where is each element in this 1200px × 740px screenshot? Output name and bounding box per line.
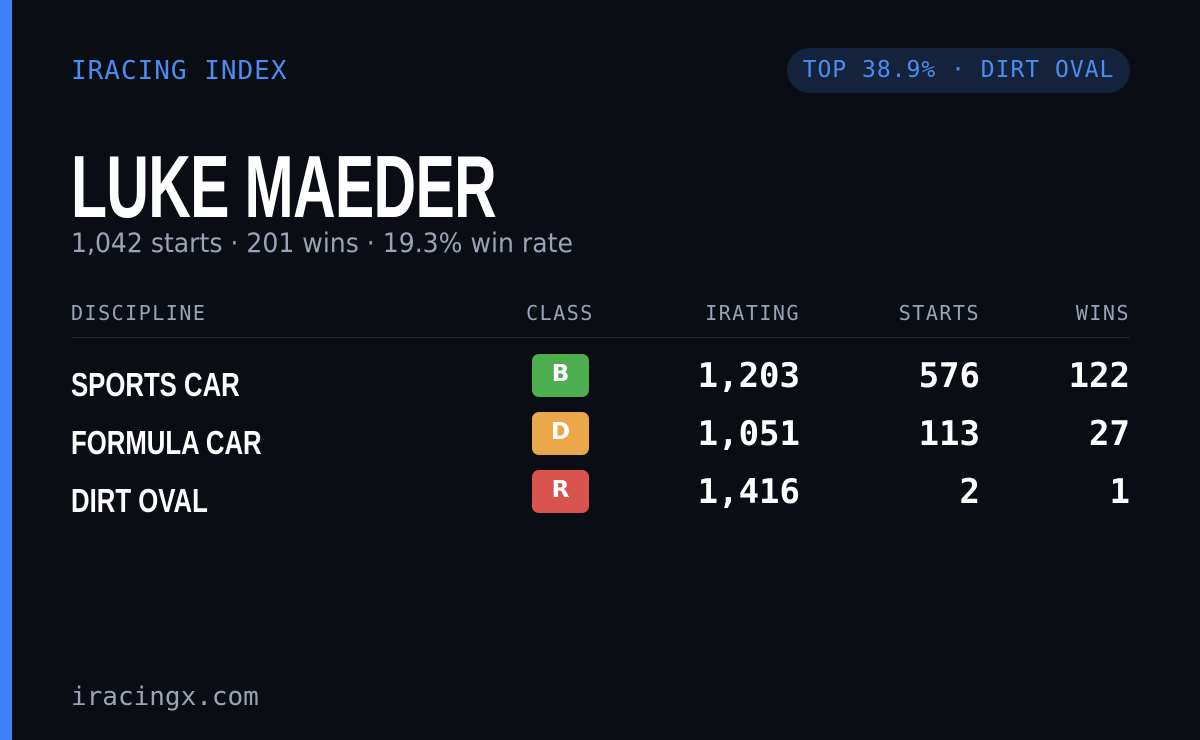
stat-value: 1,416 [697,472,800,512]
stat-value: 27 [1089,414,1130,454]
stat-value: 122 [1068,356,1130,396]
discipline: DIRT OVAL [71,482,208,519]
column-header: STARTS [898,301,980,325]
class-badge: R [532,470,589,513]
stat-value: 2 [959,472,980,512]
column-header: DISCIPLINE [71,301,207,325]
class-badge: B [532,354,589,397]
summary: 1,042 starts · 201 wins · 19.3% win rate [71,228,573,259]
brand: IRACING INDEX [71,56,288,86]
rank-badge: TOP 38.9% · DIRT OVAL [787,48,1130,93]
discipline: SPORTS CAR [71,366,240,403]
stat-value: 113 [918,414,980,454]
stat-value: 576 [918,356,980,396]
column-header: WINS [1075,301,1130,325]
driver-name: LUKE MAEDER [71,137,497,236]
stat-value: 1 [1109,472,1130,512]
column-header: CLASS [526,301,594,325]
discipline: FORMULA CAR [71,424,262,461]
accent-bar [0,0,12,740]
header-rule [71,337,1130,338]
site: iracingx.com [71,682,259,712]
stat-value: 1,051 [697,414,800,454]
stat-value: 1,203 [697,356,800,396]
class-badge: D [532,412,589,455]
column-header: IRATING [705,301,800,325]
